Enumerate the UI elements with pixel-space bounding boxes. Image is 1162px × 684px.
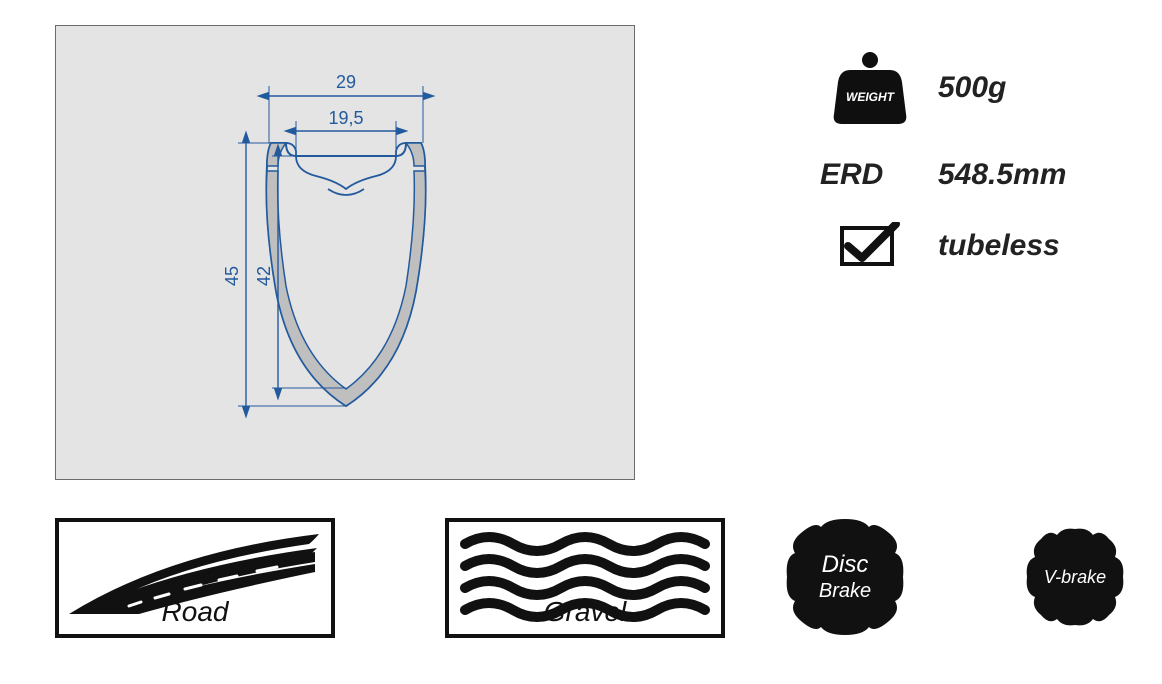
dim-depth-outer: 45 [222, 266, 242, 286]
terrain-row: Road Gravel [55, 518, 725, 638]
dim-depth-inner: 42 [254, 266, 274, 286]
rim-diagram-panel: 29 19,5 45 42 [55, 25, 635, 480]
terrain-gravel-box: Gravel [445, 518, 725, 638]
disc-brake-line2: Brake [819, 580, 871, 602]
weight-value: 500g [938, 71, 1006, 105]
dim-inner-width: 19,5 [328, 108, 363, 128]
rim-cross-section-svg: 29 19,5 45 42 [56, 26, 636, 481]
weight-icon: WEIGHT [820, 48, 920, 128]
vbrake-label: V-brake [1044, 568, 1106, 587]
vbrake-badge: V-brake [1020, 522, 1130, 632]
disc-brake-badge: Disc Brake [780, 512, 910, 642]
terrain-road-box: Road [55, 518, 335, 638]
spec-column: WEIGHT 500g ERD 548.5mm tubeless [820, 48, 1140, 300]
spec-weight-row: WEIGHT 500g [820, 48, 1140, 128]
tubeless-label: tubeless [938, 229, 1060, 263]
erd-label: ERD [820, 158, 883, 192]
spec-tubeless-row: tubeless [820, 222, 1140, 270]
disc-brake-line1: Disc [822, 551, 869, 578]
terrain-road-label: Road [59, 596, 331, 628]
terrain-gravel-label: Gravel [449, 596, 721, 628]
brake-row: Disc Brake V-brake [780, 512, 1130, 642]
erd-value: 548.5mm [938, 158, 1066, 192]
weight-icon-label: WEIGHT [846, 90, 896, 104]
dim-outer-width: 29 [336, 72, 356, 92]
checkbox-icon [820, 222, 920, 270]
spec-erd-row: ERD 548.5mm [820, 158, 1140, 192]
